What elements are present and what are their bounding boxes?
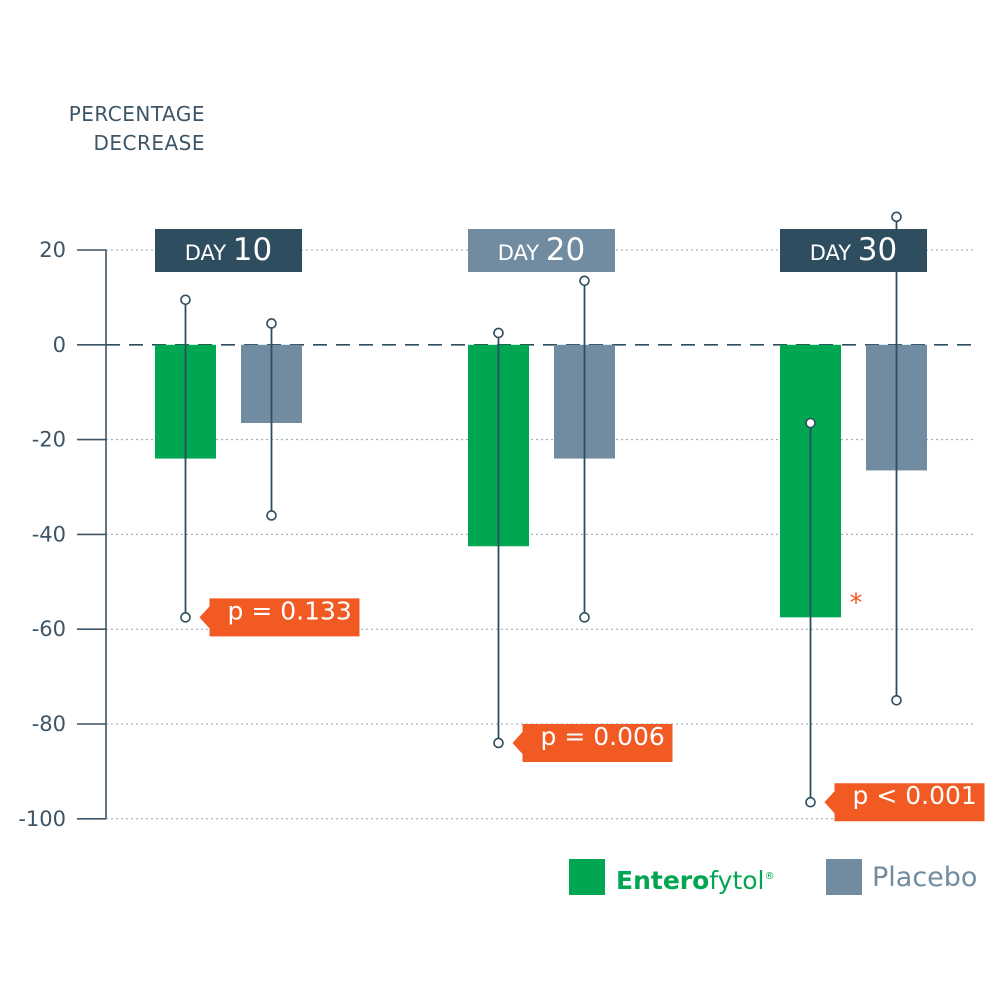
y-axis-title-line-1: PERCENTAGE — [69, 102, 205, 126]
y-tick-label: -80 — [32, 712, 66, 736]
day-header-prefix: DAY — [498, 241, 546, 265]
error-bar-cap-lower — [805, 796, 816, 808]
p-value-callout — [824, 783, 985, 822]
legend-label-enterofytol-bold: Entero — [616, 866, 709, 895]
y-tick-label: -20 — [32, 428, 66, 452]
y-axis: 20 0 -20 -40 -60 -80 -100 — [18, 238, 107, 831]
day-headers: DAY 10 DAY 20 DAY 30 — [155, 229, 927, 272]
legend: Enterofytol® Placebo — [569, 859, 977, 895]
day-header-label: DAY 30 — [810, 232, 898, 268]
significance-marker: * — [850, 588, 863, 618]
legend-label-placebo: Placebo — [872, 862, 977, 893]
legend-swatch-enterofytol — [569, 859, 605, 895]
p-value-callout — [512, 723, 673, 762]
y-axis-title: PERCENTAGE DECREASE — [69, 102, 205, 155]
error-bar-cap-upper — [266, 318, 277, 329]
legend-registered-mark: ® — [765, 871, 775, 882]
error-bar-cap-lower — [180, 612, 191, 623]
day-header-number: 30 — [858, 232, 897, 268]
p-value-callout — [199, 598, 360, 637]
error-bar-cap-upper — [579, 275, 590, 287]
y-axis-title-line-2: DECREASE — [93, 131, 205, 155]
day-header-prefix: DAY — [810, 241, 858, 265]
day-header-label: DAY 10 — [185, 232, 273, 268]
day-header-label: DAY 20 — [498, 232, 586, 268]
y-tick-label: -60 — [32, 617, 66, 641]
p-value-label: p = 0.133 — [228, 596, 352, 625]
day-header-number: 10 — [233, 232, 272, 268]
y-tick-label: 0 — [53, 333, 66, 357]
day-header-prefix: DAY — [185, 241, 233, 265]
legend-label-enterofytol: Enterofytol® — [616, 866, 775, 895]
p-value-callouts: p = 0.133 p = 0.006 p < 0.001 * — [199, 588, 985, 822]
day-header-number: 20 — [546, 232, 585, 268]
y-tick-label: -40 — [32, 522, 66, 546]
day-header-box — [780, 229, 927, 272]
day-header-box — [468, 229, 615, 272]
p-value-label: p = 0.006 — [541, 722, 665, 751]
error-bar-cap-lower — [266, 510, 277, 521]
error-bar-cap-upper — [180, 294, 191, 306]
error-bars — [180, 211, 902, 808]
day-header-box — [155, 229, 302, 272]
error-bar-cap-lower — [493, 737, 504, 749]
error-bar-cap-lower — [891, 694, 902, 706]
error-bar-cap-lower — [579, 612, 590, 623]
legend-label-enterofytol-rest: fytol — [709, 866, 764, 895]
error-bar-cap-upper — [805, 417, 816, 429]
error-bar-cap-upper — [493, 327, 504, 339]
legend-swatch-placebo — [826, 859, 862, 895]
y-tick-label: 20 — [39, 238, 66, 262]
error-bar-cap-upper — [891, 211, 902, 223]
p-value-label: p < 0.001 — [853, 781, 977, 810]
y-tick-label: -100 — [18, 807, 66, 831]
